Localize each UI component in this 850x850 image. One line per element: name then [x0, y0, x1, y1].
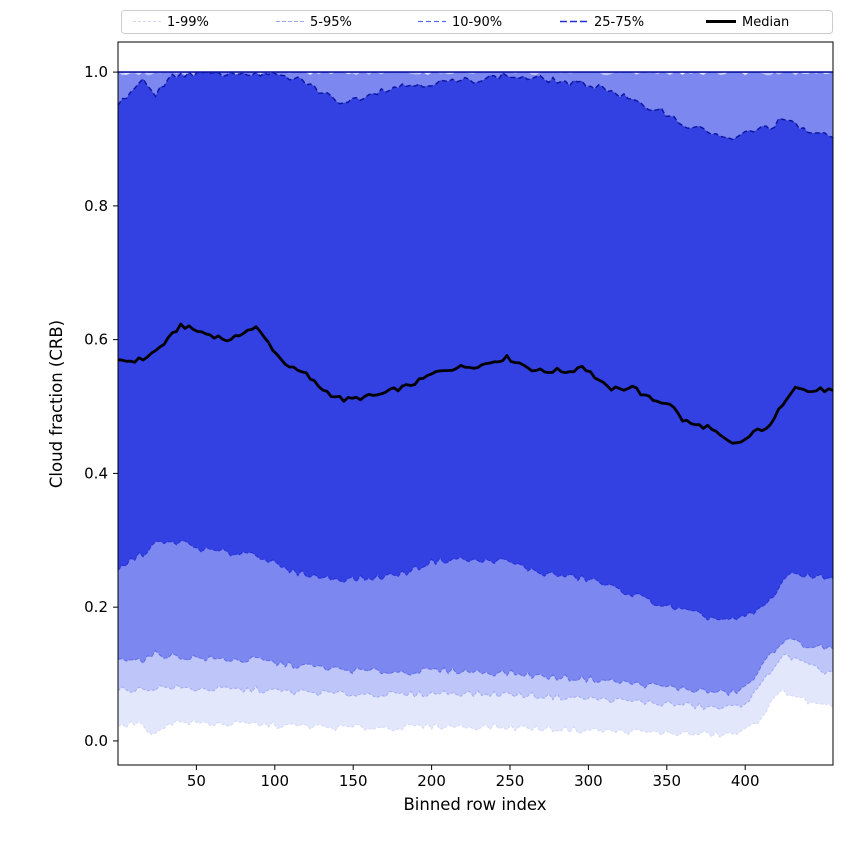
legend-entry: 10-90% [418, 15, 502, 30]
edge-p25 [117, 540, 834, 621]
x-tick-label: 100 [260, 772, 289, 790]
edge-p5 [117, 653, 834, 711]
y-axis-label: Cloud fraction (CRB) [47, 320, 66, 488]
y-tick-label: 0.2 [84, 598, 108, 616]
percentile-bands [118, 72, 833, 738]
x-tick-label: 300 [574, 772, 603, 790]
y-tick-label: 1.0 [84, 63, 108, 81]
x-axis-label: Binned row index [403, 795, 546, 814]
legend: 1-99% 5-95% 10-90% 25-75% Median [121, 10, 833, 34]
legend-entry: 25-75% [560, 15, 644, 30]
edge-p75 [117, 71, 834, 141]
legend-label: 5-95% [310, 15, 352, 30]
x-tick-label: 250 [496, 772, 525, 790]
median-line [117, 322, 834, 445]
x-tick-label: 150 [339, 772, 368, 790]
edge-p10 [117, 638, 834, 697]
axis-ticks: 50 100 150 200 250 300 350 400 0.0 0.2 0.4 0.6 0.8 1.… [84, 63, 759, 790]
y-tick-label: 0.8 [84, 197, 108, 215]
legend-label: Median [742, 15, 789, 30]
legend-label: 25-75% [594, 15, 644, 30]
y-tick-label: 0.0 [84, 732, 108, 750]
y-tick-label: 0.4 [84, 464, 108, 482]
plot-border [117, 41, 834, 766]
band-25-75% [118, 72, 833, 621]
y-tick-label: 0.6 [84, 331, 108, 349]
band-edge-lines [117, 71, 834, 739]
x-tick-label: 50 [187, 772, 206, 790]
legend-label: 1-99% [167, 15, 209, 30]
legend-label: 10-90% [452, 15, 502, 30]
legend-entry: Median [706, 15, 789, 30]
legend-entry: 5-95% [276, 15, 352, 30]
x-tick-label: 350 [652, 772, 681, 790]
edge-p1 [117, 688, 834, 739]
x-tick-label: 200 [417, 772, 446, 790]
x-tick-label: 400 [731, 772, 760, 790]
legend-box [121, 10, 833, 34]
legend-entry: 1-99% [133, 15, 209, 30]
